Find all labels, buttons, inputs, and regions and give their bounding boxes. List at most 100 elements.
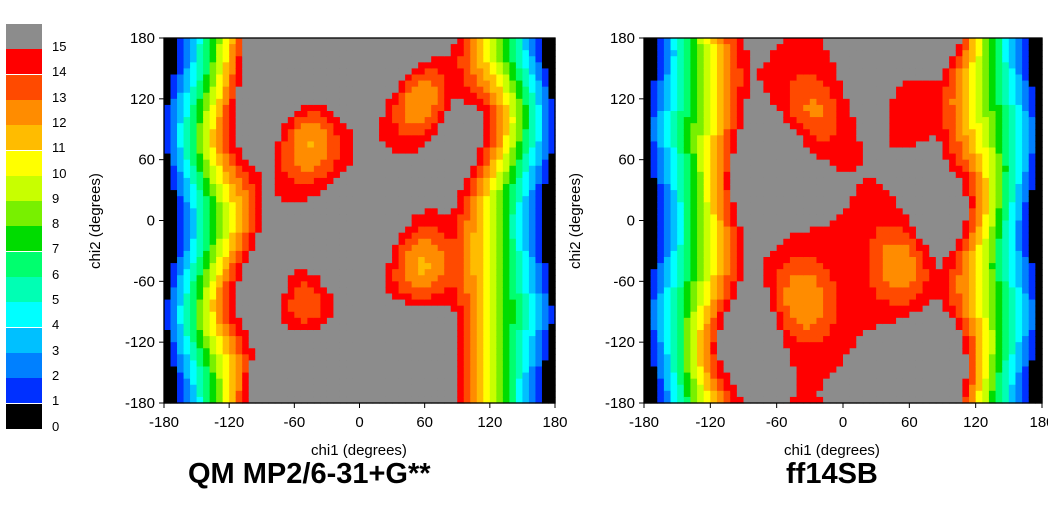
heat-cell [366, 92, 374, 100]
heat-cell [730, 244, 738, 252]
heat-cell [770, 171, 778, 179]
heat-cell [183, 336, 191, 343]
heat-cell [313, 281, 321, 289]
heat-cell [463, 159, 471, 167]
heat-cell [235, 104, 243, 112]
heat-cell [509, 92, 517, 100]
heat-cell [164, 177, 172, 185]
heat-cell [496, 135, 504, 143]
heat-cell [489, 62, 497, 70]
heat-cell [750, 68, 758, 76]
heat-cell [248, 50, 256, 57]
heat-cell [502, 117, 510, 124]
heat-cell [496, 378, 504, 386]
heat-cell [677, 104, 685, 112]
heat-cell [670, 348, 678, 355]
heat-cell [261, 311, 269, 319]
heat-cell [496, 147, 504, 155]
heat-cell [515, 56, 524, 63]
heat-cell [274, 74, 282, 82]
heat-cell [431, 111, 439, 118]
heat-cell [476, 44, 484, 51]
heat-cell [541, 275, 550, 282]
heat-cell [483, 86, 491, 94]
heat-cell [313, 68, 321, 76]
heat-cell [763, 98, 771, 106]
heat-cell [770, 263, 778, 270]
heat-cell [470, 287, 478, 295]
heat-cell [196, 317, 204, 325]
heat-cell [663, 232, 672, 240]
heat-cell [418, 226, 426, 234]
heat-cell [183, 147, 191, 155]
heat-cell [476, 153, 484, 161]
heat-cell [770, 98, 778, 106]
heat-cell [710, 190, 718, 197]
heat-cell [783, 147, 791, 155]
heat-cell [541, 74, 550, 82]
heat-cell [235, 269, 243, 276]
heat-cell [177, 299, 185, 307]
heat-cell [405, 214, 413, 222]
heat-cell [450, 153, 458, 161]
heat-cell [405, 123, 413, 130]
heat-cell [307, 104, 315, 112]
heat-cell [703, 159, 711, 167]
heat-cell [476, 38, 484, 45]
heat-cell [222, 293, 230, 301]
heat-cell [216, 74, 224, 82]
heat-cell [411, 80, 419, 88]
heat-cell [190, 62, 198, 70]
heat-cell [743, 263, 751, 270]
heat-cell [750, 263, 758, 270]
heat-cell [644, 92, 652, 100]
heat-cell [164, 44, 172, 51]
heat-cell [379, 238, 387, 246]
heat-cell [385, 56, 393, 63]
heat-cell [424, 117, 432, 124]
heat-cell [457, 396, 465, 404]
heat-cell [743, 153, 751, 161]
heat-cell [431, 299, 439, 307]
heat-cell [307, 232, 315, 240]
heat-cell [670, 390, 678, 398]
heat-cell [222, 287, 230, 295]
heat-cell [235, 56, 243, 63]
heat-cell [522, 323, 530, 331]
heat-cell [242, 50, 250, 57]
heat-cell [776, 396, 784, 404]
heat-cell [763, 44, 771, 51]
heat-cell [170, 317, 178, 325]
heat-cell [670, 153, 678, 161]
heat-cell [203, 80, 211, 88]
heat-cell [190, 98, 198, 106]
heat-cell [359, 323, 367, 331]
heat-cell [743, 305, 751, 313]
heat-cell [463, 68, 471, 76]
heat-cell [476, 92, 484, 100]
heat-cell [463, 165, 471, 173]
heat-cell [710, 153, 718, 161]
heat-cell [502, 275, 510, 282]
heat-cell [548, 390, 556, 398]
heat-cell [209, 390, 217, 398]
heat-cell [450, 44, 458, 51]
heat-cell [750, 311, 758, 319]
heat-cell [450, 74, 458, 82]
heat-cell [300, 177, 308, 185]
heat-cell [515, 196, 524, 203]
heat-cell [683, 184, 692, 191]
heat-cell [398, 226, 406, 234]
heat-cell [268, 111, 276, 118]
heat-cell [261, 177, 269, 185]
heat-cell [346, 184, 354, 191]
heat-cell [522, 336, 530, 343]
heat-cell [170, 38, 178, 45]
heat-cell [541, 390, 550, 398]
heat-cell [663, 299, 672, 307]
heat-cell [730, 390, 738, 398]
heat-cell [379, 202, 387, 209]
heat-cell [756, 263, 764, 270]
heat-cell [170, 214, 178, 222]
heat-cell [398, 269, 406, 276]
